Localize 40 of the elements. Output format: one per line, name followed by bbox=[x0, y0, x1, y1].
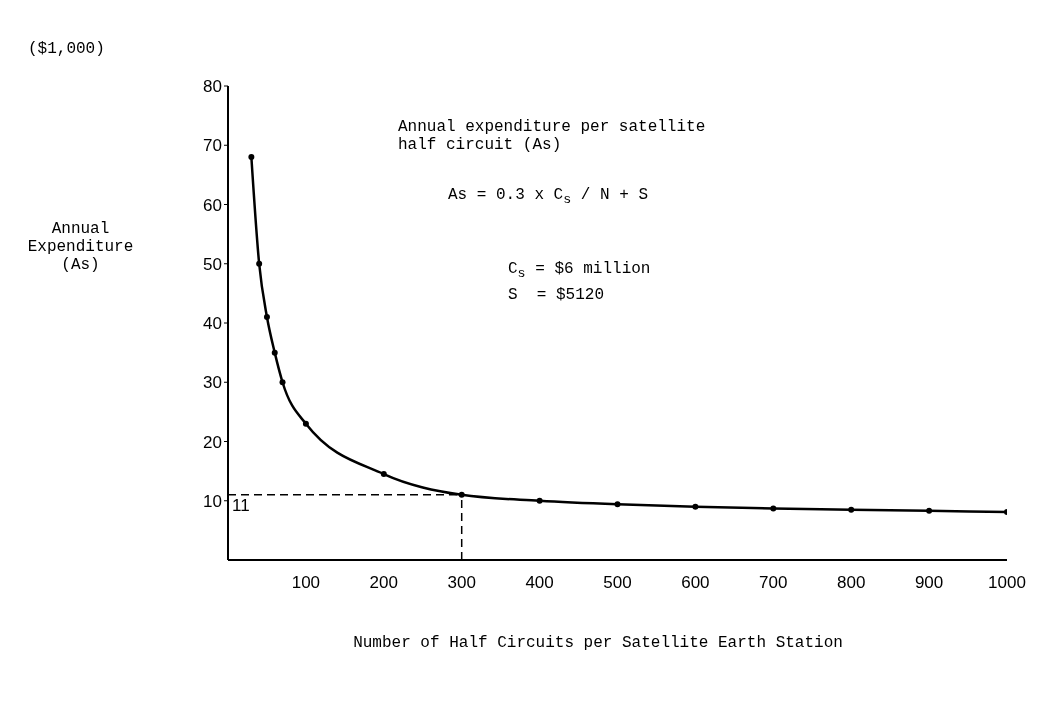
annotation: As = 0.3 x C$_{s}$ / N + S bbox=[448, 186, 649, 208]
x-tick-label: 300 bbox=[447, 573, 476, 593]
point bbox=[926, 507, 933, 514]
y-tick-label: 60 bbox=[203, 195, 222, 215]
point bbox=[256, 260, 263, 267]
x-tick-label: 100 bbox=[291, 573, 321, 593]
point bbox=[302, 420, 309, 427]
ref-line-label: 11 bbox=[232, 495, 250, 515]
x-tick-label: 500 bbox=[603, 573, 632, 593]
text: ($1,000) bbox=[28, 40, 105, 58]
y-tick-label: 40 bbox=[203, 314, 222, 334]
y-tick-label: 50 bbox=[203, 254, 222, 274]
annotation: C$_{s}$ = $6 million bbox=[508, 260, 651, 282]
point bbox=[263, 314, 270, 321]
point bbox=[614, 501, 621, 508]
point bbox=[271, 349, 278, 356]
y-tick-label: 30 bbox=[203, 373, 222, 393]
x-tick-label: 200 bbox=[369, 573, 398, 593]
x-tick-label: 800 bbox=[837, 573, 866, 593]
point bbox=[848, 506, 855, 513]
point bbox=[770, 505, 777, 512]
point bbox=[692, 503, 699, 510]
y-tick-label: 80 bbox=[203, 77, 222, 97]
x-tick-label: 600 bbox=[681, 573, 710, 593]
y-tick-label: 10 bbox=[203, 491, 222, 511]
x-tick-label: 700 bbox=[759, 573, 788, 593]
y-tick-label: 70 bbox=[203, 136, 222, 156]
x-tick-label: 1000 bbox=[988, 573, 1026, 593]
annotation: S = $5120 bbox=[508, 286, 605, 304]
point bbox=[458, 491, 465, 498]
y-tick-label: 20 bbox=[203, 432, 222, 452]
y-axis-title: Annual Expenditure (As) bbox=[27, 220, 134, 274]
point bbox=[380, 471, 387, 478]
point bbox=[279, 379, 286, 386]
annotation: Annual expenditure per satellite half circuit (As) bbox=[398, 118, 706, 154]
point bbox=[536, 497, 543, 504]
x-tick-label: 900 bbox=[914, 573, 944, 593]
x-tick-label: 400 bbox=[525, 573, 554, 593]
point bbox=[248, 154, 255, 161]
x-axis-title: Number of Half Circuits per Satellite Earth Station bbox=[353, 634, 843, 652]
